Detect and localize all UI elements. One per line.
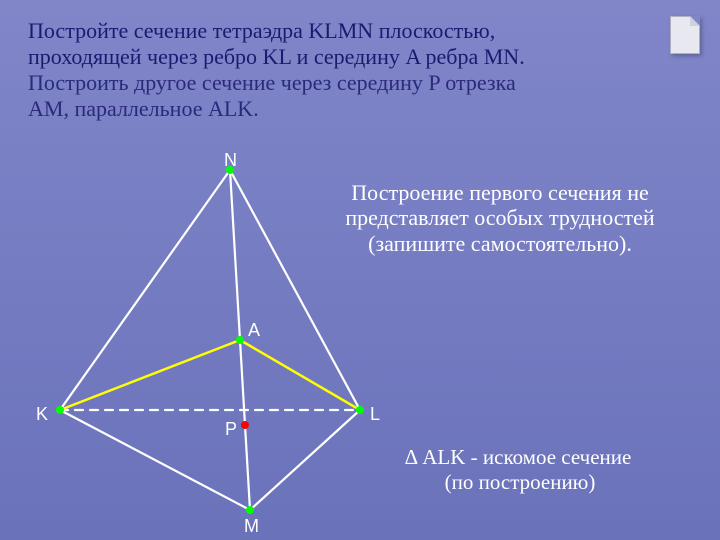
tetrahedron-diagram: N K L M A P	[30, 150, 390, 540]
task-line-4: AM, параллельное ALK.	[28, 96, 259, 121]
explain-line-1: Построение первого сечения не	[351, 180, 648, 205]
explain-line-3: (запишите самостоятельно).	[368, 231, 632, 256]
task-line-1: Постройте сечение тетраэдра KLMN плоскос…	[28, 18, 495, 43]
task-text: Постройте сечение тетраэдра KLMN плоскос…	[28, 18, 628, 122]
page-corner-icon	[670, 16, 700, 54]
vertex-label-p: P	[225, 419, 237, 440]
vertex-label-k: K	[36, 404, 48, 425]
section-result-text: Δ ALK - искомое сечение (по построению)	[350, 445, 690, 495]
section-sub: (по построению)	[445, 470, 596, 494]
vertex-label-n: N	[224, 150, 237, 171]
diagram-svg	[30, 150, 390, 540]
task-line-2: проходящей через ребро KL и середину A р…	[28, 44, 525, 69]
section-triangle-label: Δ ALK - искомое сечение	[405, 445, 632, 470]
vertex-label-a: A	[248, 320, 260, 341]
task-line-3: Построить другое сечение через середину …	[28, 70, 516, 95]
vertex-label-l: L	[370, 404, 380, 425]
slide: Постройте сечение тетраэдра KLMN плоскос…	[0, 0, 720, 540]
vertex-label-m: M	[244, 516, 259, 537]
explain-line-2: представляет особых трудностей	[345, 205, 654, 230]
